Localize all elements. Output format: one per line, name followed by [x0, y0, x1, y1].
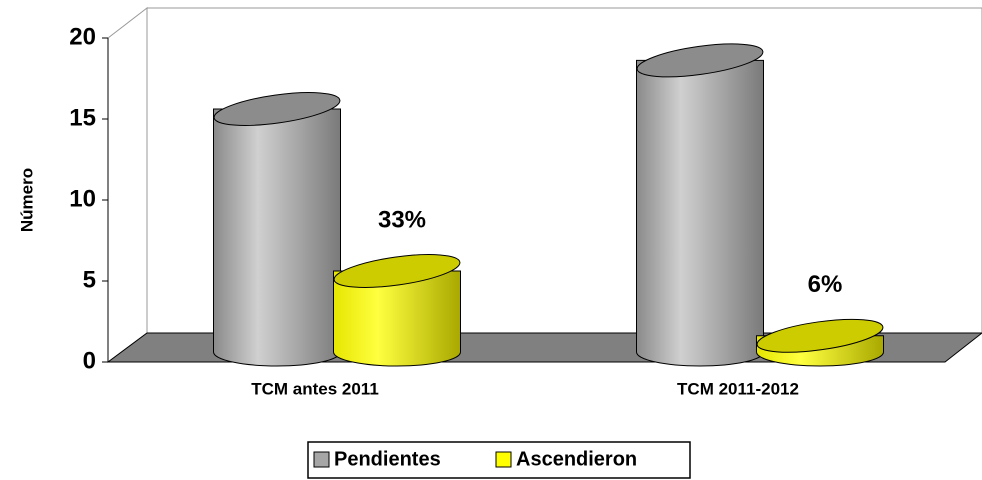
cylinder [333, 254, 461, 367]
y-tick-label: 20 [69, 23, 96, 50]
legend-label: Ascendieron [516, 448, 637, 470]
x-tick-label: TCM antes 2011 [251, 379, 379, 398]
cylinder-body [213, 108, 341, 367]
x-tick-label: TCM 2011-2012 [677, 379, 799, 398]
y-tick-label: 5 [83, 266, 96, 293]
cylinder-top [756, 318, 884, 353]
legend-swatch [313, 451, 330, 468]
cylinder [636, 43, 764, 367]
cylinder-top [333, 254, 461, 288]
cylinder-top [213, 92, 341, 126]
cylinder [756, 318, 884, 367]
y-tick-label: 10 [69, 185, 96, 212]
annotation: 6% [808, 271, 843, 298]
y-axis-label: Número [17, 168, 36, 232]
y-tick-label: 15 [69, 104, 96, 131]
side-wall [107, 6, 148, 363]
legend-swatch [495, 451, 512, 468]
y-tick-label: 0 [83, 347, 96, 374]
cylinder [213, 92, 341, 367]
cylinder-body [636, 59, 764, 367]
cylinder-body [333, 270, 461, 367]
cylinder-top [636, 43, 764, 78]
legend-label: Pendientes [334, 448, 441, 470]
annotation: 33% [378, 206, 426, 233]
